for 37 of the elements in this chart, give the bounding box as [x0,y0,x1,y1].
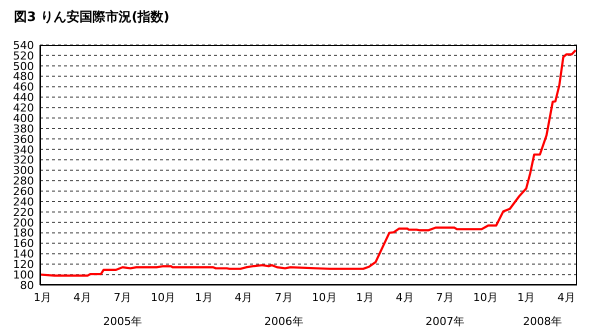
y-tick-label: 220 [13,206,34,219]
y-tick-label: 140 [13,248,34,261]
x-tick-label: 4月 [73,290,92,304]
x2-tick-label: 2008年 [523,314,562,328]
x-tick-label: 1月 [356,290,374,304]
y-tick-label: 360 [13,132,34,146]
x2-tick-label: 2006年 [264,314,304,328]
y-tick-label: 480 [13,70,34,84]
y-tick-label: 160 [13,237,34,250]
y-tick-label: 460 [13,80,34,94]
y-tick-label: 520 [13,49,34,62]
x-tick-label: 1月 [34,290,52,304]
y-tick-label: 200 [13,216,34,230]
x-tick-label: 7月 [436,290,454,304]
y-tick-label: 80 [20,278,34,292]
y-tick-label: 440 [13,91,34,104]
y-tick-label: 240 [13,195,34,208]
y-tick-label: 340 [13,143,34,156]
x-tick-label: 1月 [517,290,536,304]
x2-tick-label: 2007年 [425,314,464,328]
y-tick-label: 300 [13,164,34,178]
y-tick-label: 320 [13,154,34,167]
y-tick-label: 380 [13,122,34,136]
y-tick-label: 180 [13,226,34,240]
x-tick-label: 10月 [150,290,176,304]
x-tick-label: 7月 [114,290,132,304]
x-tick-label: 10月 [473,290,498,304]
x-tick-label: 1月 [194,290,213,304]
x-tick-label: 4月 [234,290,253,304]
x2-tick-label: 2005年 [103,314,142,328]
x-tick-label: 7月 [274,290,293,304]
x-tick-label: 4月 [396,290,414,304]
chart-title: 図3 りん安国際市況(指数) [14,8,170,26]
y-tick-label: 540 [13,38,34,52]
x-tick-label: 4月 [557,290,576,304]
y-tick-label: 500 [13,60,34,73]
x-tick-label: 10月 [312,290,337,304]
